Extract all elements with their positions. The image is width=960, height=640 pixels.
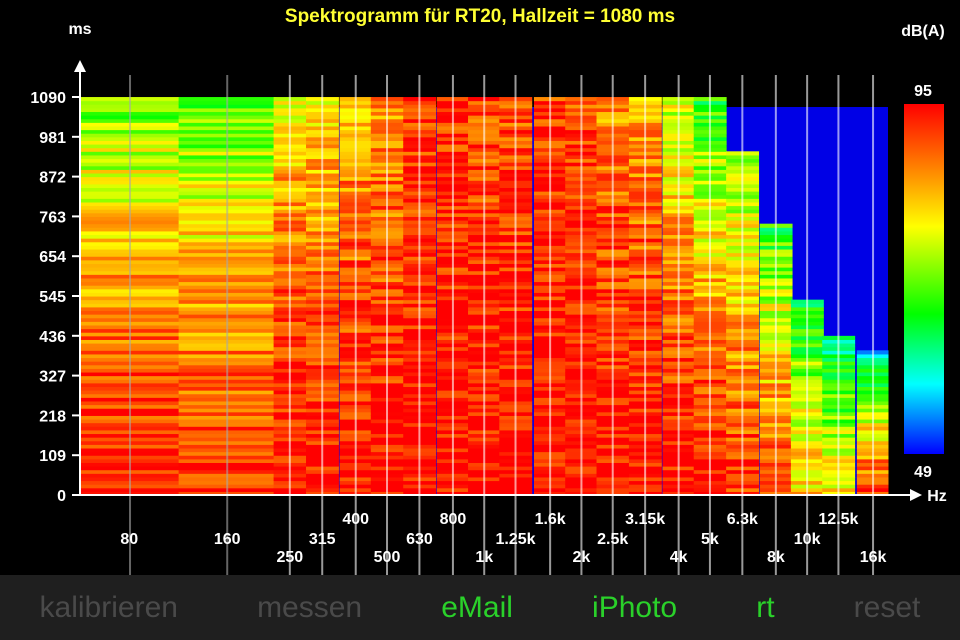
grid-lines <box>129 75 875 575</box>
x-tick-label: 6.3k <box>727 511 758 528</box>
y-axis-label: ms <box>68 21 91 38</box>
x-tick-label: 12.5k <box>818 511 858 528</box>
x-tick-label: 3.15k <box>625 511 665 528</box>
y-tick-label: 654 <box>39 249 66 266</box>
x-tick-label: 315 <box>309 531 336 548</box>
colorbar-label: dB(A) <box>901 23 945 40</box>
x-tick-label: 16k <box>860 549 887 566</box>
x-axis-label: Hz <box>927 488 947 505</box>
y-tick-label: 109 <box>39 448 66 465</box>
x-tick-label: 250 <box>276 549 303 566</box>
x-tick-label: 4k <box>670 549 688 566</box>
rt-button[interactable]: rt <box>756 590 775 624</box>
spectrogram-chart: Spektrogramm für RT20, Hallzeit = 1080 m… <box>30 6 947 575</box>
x-tick-label: 160 <box>214 531 241 548</box>
x-tick-label: 500 <box>374 549 401 566</box>
x-tick-label: 630 <box>406 531 433 548</box>
y-axis-arrow <box>74 60 86 72</box>
calibrate-button[interactable]: kalibrieren <box>39 590 178 624</box>
y-tick-label: 981 <box>39 130 66 147</box>
y-tick-label: 0 <box>57 488 66 505</box>
y-tick-label: 872 <box>39 170 66 187</box>
y-tick-label: 436 <box>39 329 66 346</box>
x-tick-label: 1.25k <box>495 531 535 548</box>
x-tick-label: 800 <box>440 511 467 528</box>
y-tick-label: 1090 <box>30 90 66 107</box>
x-tick-label: 1.6k <box>535 511 566 528</box>
measure-button[interactable]: messen <box>257 590 363 624</box>
y-tick-label: 763 <box>39 209 66 226</box>
colorbar-max-label: 95 <box>914 83 932 100</box>
x-tick-label: 2k <box>573 549 591 566</box>
email-button[interactable]: eMail <box>441 590 513 624</box>
x-axis-arrow <box>910 489 922 501</box>
reset-button[interactable]: reset <box>853 590 921 624</box>
chart-title: Spektrogramm für RT20, Hallzeit = 1080 m… <box>285 6 675 27</box>
x-tick-label: 400 <box>342 511 369 528</box>
iphoto-button[interactable]: iPhoto <box>592 590 678 624</box>
x-tick-label: 1k <box>475 549 493 566</box>
y-tick-label: 327 <box>39 369 66 386</box>
y-tick-label: 545 <box>39 289 66 306</box>
y-tick-label: 218 <box>39 408 66 425</box>
x-tick-label: 2.5k <box>597 531 628 548</box>
colorbar-min-label: 49 <box>914 464 932 481</box>
bottom-toolbar: kalibrieren messen eMail iPhoto rt reset <box>0 575 960 640</box>
x-tick-label: 10k <box>794 531 821 548</box>
x-tick-label: 8k <box>767 549 785 566</box>
axes <box>74 60 922 501</box>
x-tick-label: 80 <box>120 531 138 548</box>
colorbar <box>904 104 944 454</box>
tick-labels: 0 109 218 327 436 545 654 763 872 981 1090 80 160 250… <box>30 90 886 566</box>
x-tick-label: 5k <box>701 531 719 548</box>
